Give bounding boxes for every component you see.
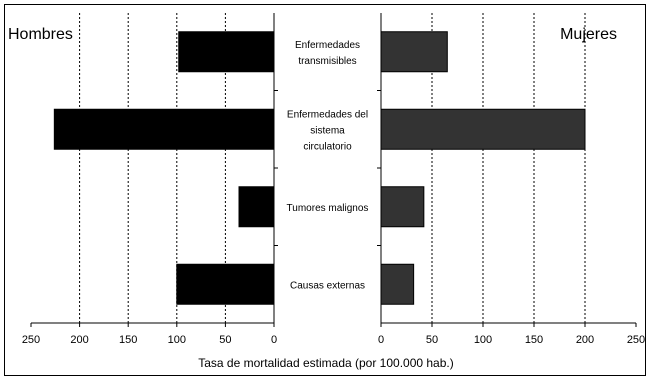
panel-title-mujeres: Mujeres [560, 26, 617, 43]
x-tick-label-right: 150 [525, 334, 543, 346]
x-axis-title: Tasa de mortalidad estimada (por 100.000… [198, 356, 454, 370]
bar-hombres [178, 31, 275, 73]
category-label: Enfermedades del sistema circulatorio [287, 109, 368, 152]
bar-mujeres [380, 263, 415, 305]
panel-title-hombres: Hombres [8, 26, 73, 43]
category-label: Tumores malignos [287, 203, 369, 214]
x-tick-label-left: 0 [271, 334, 277, 346]
category-label: Enfermedades transmisibles [295, 40, 360, 67]
bar-mujeres [380, 186, 425, 228]
x-tick-label-left: 250 [22, 334, 40, 346]
x-tick-label-right: 100 [474, 334, 492, 346]
bar-hombres [53, 108, 275, 150]
x-tick-label-right: 50 [426, 334, 438, 346]
x-tick-label-left: 100 [168, 334, 186, 346]
bar-mujeres [380, 108, 586, 150]
x-tick-label-left: 150 [119, 334, 137, 346]
bar-mujeres [380, 31, 448, 73]
x-tick-label-left: 50 [219, 334, 231, 346]
x-tick-label-left: 200 [70, 334, 88, 346]
category-label: Causas externas [290, 280, 365, 291]
x-tick-label-right: 200 [576, 334, 594, 346]
bar-hombres [176, 263, 275, 305]
chart-frame [4, 4, 646, 376]
x-tick-label-right: 0 [378, 334, 384, 346]
bar-hombres [238, 186, 275, 228]
x-tick-label-right: 250 [627, 334, 645, 346]
